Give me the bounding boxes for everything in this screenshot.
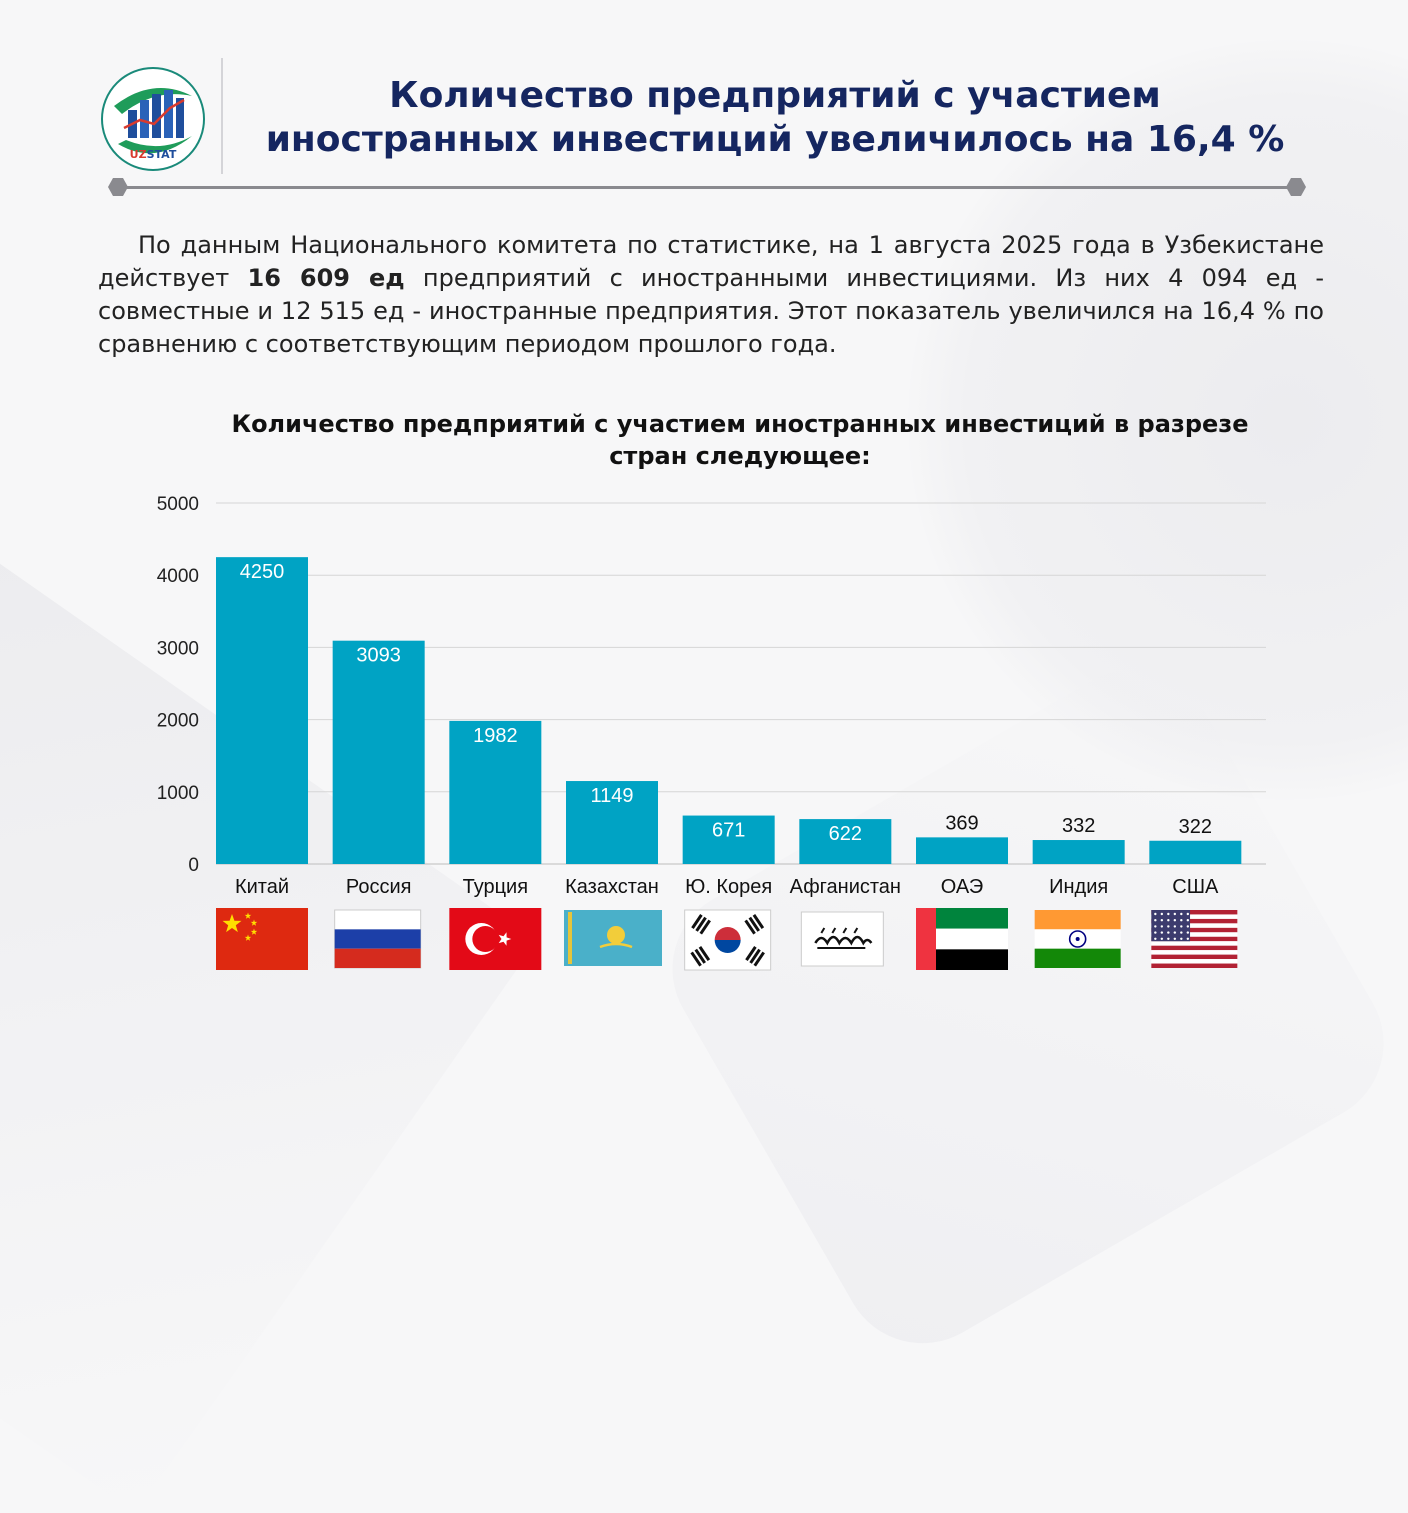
bar [332,640,425,864]
x-tick-label: США [1172,876,1219,898]
data-label: 322 [1179,816,1212,838]
flag-russia-icon [334,909,422,969]
title-line-2: иностранных инвестиций увеличилось на 16… [265,119,1285,160]
total-count: 16 609 ед [247,264,405,292]
flag-kazakhstan-icon [564,910,662,966]
uzstat-logo: UZSTAT [101,67,205,171]
summary-paragraph: По данным Национального комитета по стат… [98,231,1324,358]
flag-turkey-icon [449,908,542,970]
data-label: 1149 [590,785,633,807]
x-tick-label: Россия [346,876,412,898]
bar [682,815,775,864]
y-tick-label: 4000 [157,566,199,587]
flag-usa-icon [1151,910,1238,968]
flag-india-icon [1034,910,1121,968]
x-tick-label: Афганистан [790,876,901,898]
data-label: 622 [829,823,862,845]
bar-chart: 0 1000 2000 3000 4000 5000 4250 Китай 3093 Россия… [157,494,1266,971]
header-divider [221,58,223,174]
bar [566,781,658,864]
bar [799,819,892,864]
chart-title-line-1: Количество предприятий с участием иностр… [231,410,1249,438]
flag-uae-icon [916,908,1008,970]
y-tick-label: 1000 [157,783,199,804]
bar [1032,840,1125,864]
y-tick-label: 2000 [157,711,199,732]
flag-afghanistan-icon [800,911,884,967]
title-line-1: Количество предприятий с участием [389,75,1161,116]
data-label: 4250 [240,561,285,583]
y-tick-label: 5000 [157,494,199,515]
divider-cap-right [1286,178,1306,196]
data-label: 671 [712,820,745,842]
flag-south-korea-icon [684,909,772,971]
title-underline [116,186,1298,189]
data-label: 369 [945,812,978,834]
bar [216,557,308,864]
y-tick-label: 3000 [157,638,199,659]
bar [449,720,542,864]
bar [916,837,1008,864]
x-tick-label: Турция [463,876,528,898]
page-title: Количество предприятий с участием иностр… [230,74,1320,162]
data-label: 3093 [356,645,401,667]
svg-text:UZSTAT: UZSTAT [130,148,177,161]
data-label: 1982 [473,725,518,747]
chart-title: Количество предприятий с участием иностр… [200,408,1280,472]
chart-title-line-2: стран следующее: [609,442,871,470]
flag-china-icon [216,908,308,970]
bar [1149,840,1242,864]
x-tick-label: Ю. Корея [685,876,772,898]
x-tick-label: Индия [1049,876,1108,898]
x-tick-label: ОАЭ [941,876,983,898]
x-tick-label: Казахстан [565,876,659,898]
data-label: 332 [1062,815,1095,837]
x-tick-label: Китай [235,876,289,898]
y-tick-label: 0 [188,855,199,876]
